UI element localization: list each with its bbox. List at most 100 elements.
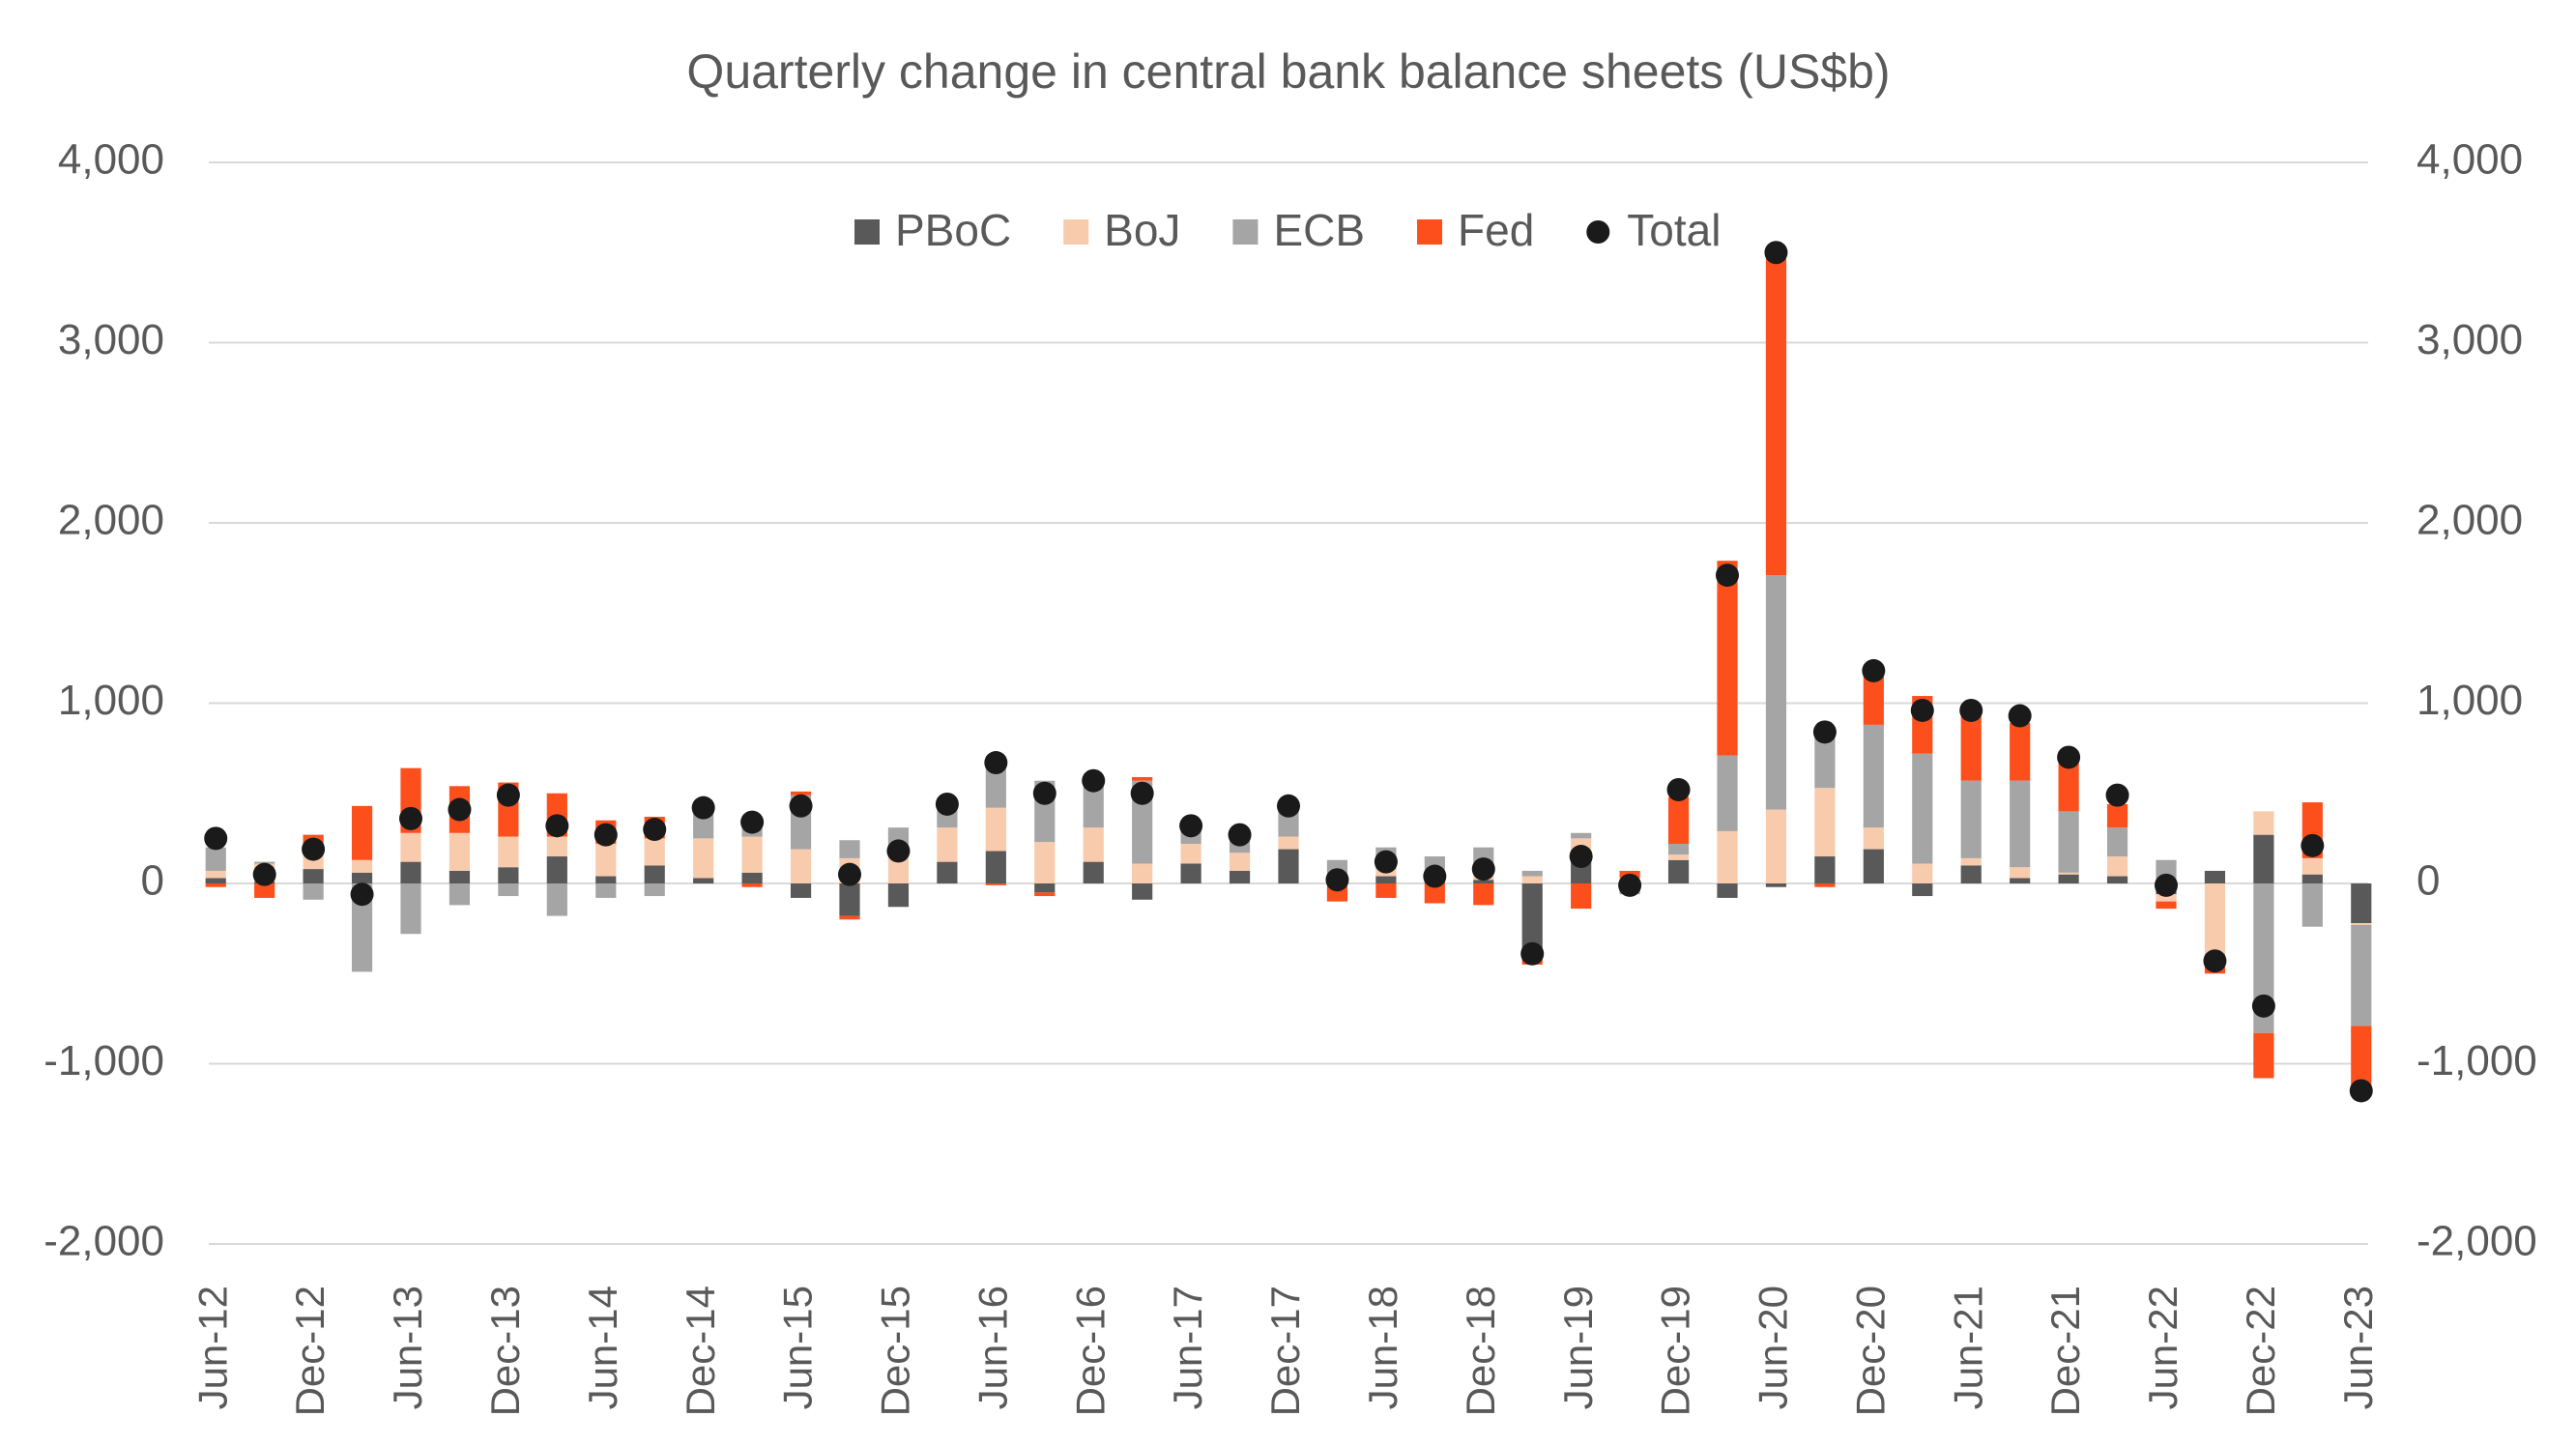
bar-segment: [351, 859, 373, 873]
bar-segment: [1473, 880, 1494, 883]
y-tick-label: 4,000: [58, 136, 164, 184]
bar-segment: [498, 867, 519, 883]
bar-segment: [839, 915, 860, 920]
bar-segment: [400, 861, 421, 883]
bar-segment: [351, 805, 373, 860]
bar-segment: [254, 883, 275, 898]
total-dot: [2203, 949, 2227, 973]
bar-segment: [595, 876, 617, 883]
total-dot: [1179, 814, 1203, 838]
total-dot: [2349, 1079, 2373, 1103]
bar-segment: [1960, 713, 1982, 781]
x-tick-label: Jun-18: [1360, 1286, 1405, 1409]
bar-segment: [2106, 876, 2128, 883]
bar-segment: [741, 883, 763, 887]
total-dot: [2251, 994, 2275, 1018]
x-tick-label: Dec-22: [2238, 1286, 2283, 1416]
total-dot: [643, 818, 667, 842]
bar-segment: [1960, 865, 1982, 883]
bar-segment: [205, 847, 226, 871]
x-tick-label: Jun-20: [1751, 1286, 1796, 1409]
total-dot: [789, 794, 813, 818]
bar-segment: [2010, 867, 2031, 879]
bar-segment: [2351, 883, 2372, 924]
bar-segment: [449, 832, 471, 871]
bar-segment: [1863, 827, 1884, 850]
bar-segment: [1521, 876, 1543, 883]
bar-segment: [1229, 870, 1251, 883]
bar-segment: [1765, 575, 1787, 810]
bar-segment: [351, 883, 373, 972]
bar-segment: [1473, 883, 1494, 906]
total-dot: [1666, 778, 1691, 802]
total-dot: [1471, 857, 1495, 882]
y2-tick-label: 1,000: [2417, 677, 2523, 724]
total-dot: [1032, 781, 1056, 805]
bar-segment: [1132, 776, 1153, 781]
bar-segment: [2204, 870, 2226, 883]
bar-segment: [2351, 924, 2372, 1027]
total-dot: [545, 814, 569, 838]
legend-marker: [1417, 219, 1443, 245]
bar-segment: [1083, 782, 1104, 828]
total-dot: [1228, 823, 1252, 847]
legend-label: PBoC: [895, 205, 1011, 255]
total-dot: [1520, 941, 1545, 966]
total-dot: [1959, 698, 1983, 722]
bar-segment: [1863, 849, 1884, 883]
total-dot: [204, 826, 228, 851]
x-tick-label: Dec-13: [482, 1286, 528, 1416]
bar-segment: [254, 861, 275, 864]
bar-segment: [1960, 780, 1982, 858]
bar-segment: [2106, 827, 2128, 857]
bar-segment: [1765, 883, 1787, 887]
bar-segment: [2106, 803, 2128, 828]
bar-segment: [985, 883, 1006, 885]
y2-tick-label: -2,000: [2417, 1218, 2537, 1265]
legend-label: Fed: [1458, 205, 1534, 255]
bar-segment: [1132, 863, 1153, 883]
bar-segment: [1229, 853, 1251, 871]
bar-segment: [400, 832, 421, 862]
total-dot: [399, 806, 422, 830]
x-tick-label: Dec-18: [1458, 1286, 1503, 1416]
bar-segment: [546, 883, 567, 916]
bar-segment: [1912, 753, 1933, 864]
bar-segment: [2301, 857, 2323, 875]
x-tick-label: Jun-16: [970, 1286, 1015, 1409]
x-tick-label: Jun-23: [2335, 1286, 2381, 1409]
chart-title: Quarterly change in central bank balance…: [686, 44, 1890, 99]
legend-marker: [854, 219, 880, 245]
bar-segment: [1912, 883, 1933, 897]
legend-label: ECB: [1273, 205, 1365, 255]
bar-segment: [985, 764, 1006, 808]
bar-segment: [839, 883, 860, 916]
total-dot: [691, 795, 715, 820]
bar-segment: [1375, 876, 1397, 883]
bar-segment: [205, 878, 226, 883]
x-tick-label: Jun-21: [1945, 1286, 1990, 1409]
bar-segment: [790, 791, 812, 795]
bar-segment: [1571, 883, 1592, 910]
x-tick-label: Dec-17: [1262, 1286, 1308, 1416]
bar-segment: [1521, 883, 1543, 956]
bar-segment: [790, 883, 812, 898]
bar-segment: [2010, 878, 2031, 883]
total-dot: [1618, 873, 1642, 897]
total-dot: [593, 823, 618, 847]
bar-segment: [1083, 861, 1104, 883]
bar-segment: [1765, 809, 1787, 883]
total-dot: [1716, 564, 1739, 588]
bar-segment: [1960, 857, 1982, 866]
y2-tick-label: -1,000: [2417, 1037, 2537, 1084]
bar-segment: [1717, 883, 1738, 898]
legend-marker: [1063, 219, 1089, 245]
bar-segment: [1083, 827, 1104, 862]
bar-segment: [2204, 883, 2226, 954]
bar-segment: [2058, 761, 2079, 812]
total-dot: [935, 792, 959, 816]
bar-segment: [1521, 870, 1543, 877]
x-tick-label: Dec-12: [287, 1286, 333, 1416]
bar-segment: [1912, 863, 1933, 883]
